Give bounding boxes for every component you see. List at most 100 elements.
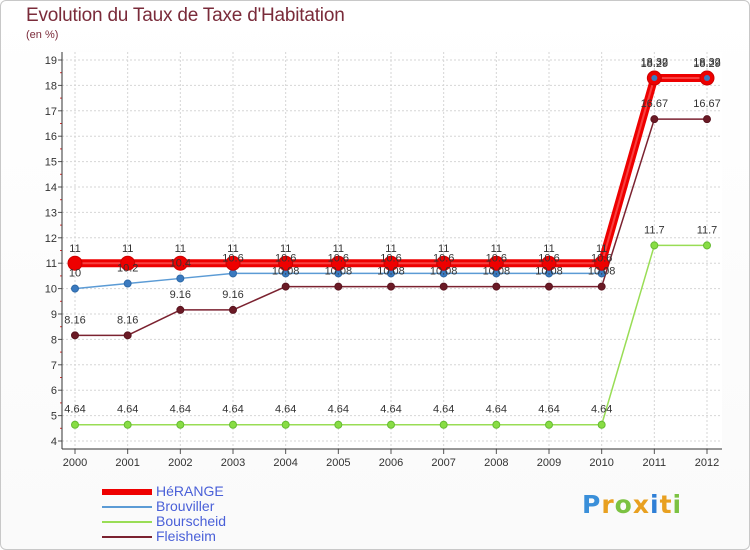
data-point: [172, 255, 188, 271]
data-label: 18.29: [641, 58, 669, 70]
data-point: [67, 255, 83, 271]
data-label: 11: [69, 243, 80, 255]
x-tick-label: 2002: [168, 457, 192, 469]
logo-letter: x: [632, 490, 650, 519]
legend-label: Bourscheid: [156, 513, 227, 529]
data-label: 11: [385, 243, 396, 255]
y-tick-label: 16: [45, 131, 57, 143]
data-point: [334, 420, 343, 429]
data-label: 4.64: [380, 404, 401, 416]
y-tick-label: 6: [51, 385, 57, 397]
data-label: 10.08: [535, 266, 563, 278]
x-tick-label: 2000: [63, 457, 87, 469]
y-tick-label: 12: [45, 233, 57, 245]
data-point: [123, 331, 132, 340]
x-tick-label: 2006: [379, 457, 403, 469]
data-point: [383, 255, 399, 271]
data-point-inner: [704, 75, 710, 82]
data-point: [123, 420, 132, 429]
y-tick-label: 9: [51, 309, 57, 321]
legend-swatch: [102, 521, 152, 523]
data-label: 4.64: [222, 404, 243, 416]
logo-letter: t: [659, 490, 673, 519]
data-label: 8.16: [64, 314, 85, 326]
data-point: [545, 420, 553, 429]
data-label: 4.64: [328, 404, 349, 416]
legend-swatch: [102, 536, 152, 538]
chart-title: Evolution du Taux de Taxe d'Habitation: [26, 5, 345, 26]
data-label: 11: [175, 243, 186, 255]
y-tick-label: 18: [45, 80, 57, 92]
data-label: 18.29: [693, 58, 721, 70]
data-point: [597, 282, 606, 291]
data-point: [176, 305, 185, 314]
data-label: 9.16: [222, 289, 243, 301]
data-label: 10.6: [538, 252, 559, 264]
data-point: [650, 115, 659, 124]
data-point: [594, 255, 610, 271]
y-tick-label: 19: [45, 55, 57, 67]
y-tick-label: 7: [51, 360, 57, 372]
data-label: 16.67: [641, 98, 669, 110]
legend-swatch: [102, 489, 152, 495]
data-point: [330, 255, 346, 271]
data-point: [541, 255, 557, 271]
data-label: 10.6: [591, 252, 612, 264]
x-tick-label: 2009: [537, 457, 561, 469]
data-point: [176, 274, 185, 283]
data-point: [492, 282, 501, 291]
data-label: 11: [122, 243, 133, 255]
data-point: [71, 331, 79, 340]
data-point: [439, 420, 448, 429]
data-label: 10: [69, 268, 81, 280]
data-label: 10.6: [433, 252, 454, 264]
data-point: [71, 420, 79, 429]
y-tick-label: 11: [46, 258, 57, 270]
data-point: [597, 420, 606, 429]
y-tick-label: 4: [51, 436, 57, 448]
data-label: 11: [280, 243, 291, 255]
logo-letter: o: [614, 490, 633, 519]
data-label: 10.08: [272, 266, 300, 278]
proxiti-logo[interactable]: Proxiti: [582, 490, 682, 519]
logo-letter: i: [650, 490, 660, 519]
data-point: [387, 420, 395, 429]
data-point: [334, 282, 343, 291]
data-point: [176, 420, 185, 429]
data-label: 18.32: [693, 56, 721, 68]
data-label: 4.64: [275, 404, 296, 416]
data-point: [488, 255, 504, 271]
data-label: 10.6: [486, 252, 507, 264]
y-tick-label: 8: [51, 334, 57, 346]
data-label: 10.08: [483, 266, 511, 278]
legend-label: Brouviller: [156, 498, 215, 514]
x-tick-label: 2012: [695, 457, 719, 469]
x-tick-label: 2011: [643, 457, 667, 469]
data-label: 9.16: [170, 289, 191, 301]
data-label: 11.7: [697, 224, 718, 236]
logo-letter: r: [601, 490, 615, 519]
data-point: [225, 255, 241, 271]
data-point-inner: [651, 75, 658, 82]
data-label: 4.64: [117, 404, 138, 416]
data-label: 10.6: [222, 252, 243, 264]
data-label: 10.6: [275, 252, 296, 264]
x-tick-label: 2003: [221, 457, 245, 469]
data-point: [71, 284, 79, 293]
data-label: 10.08: [430, 266, 458, 278]
plot-area: [62, 52, 722, 449]
data-label: 18.32: [641, 56, 669, 68]
data-label: 10.6: [380, 252, 401, 264]
x-tick-label: 2007: [431, 457, 455, 469]
x-tick-label: 2001: [115, 457, 139, 469]
y-tick-label: 5: [51, 411, 57, 423]
y-tick-label: 14: [45, 182, 57, 194]
data-label: 4.64: [170, 404, 191, 416]
data-point: [492, 420, 501, 429]
data-point: [281, 282, 290, 291]
data-point: [120, 255, 136, 271]
data-label: 16.67: [693, 98, 721, 110]
data-label: 11: [333, 243, 344, 255]
y-tick-label: 10: [45, 284, 57, 296]
